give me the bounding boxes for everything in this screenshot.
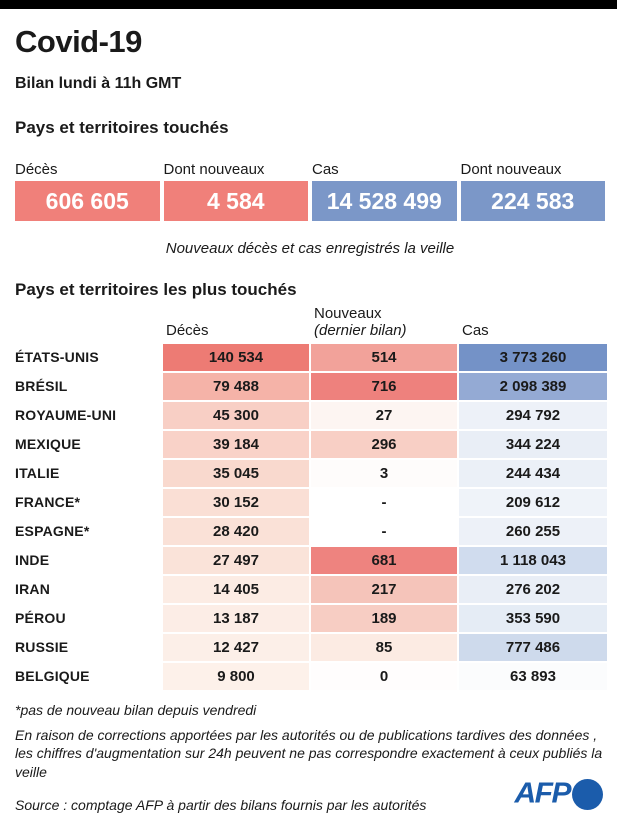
cell-cas: 209 612	[459, 488, 607, 516]
column-header-deces: Décès	[163, 305, 309, 342]
column-header-nouveaux: Nouveaux (dernier bilan)	[311, 305, 457, 342]
column-header-cas: Cas	[459, 305, 607, 342]
page-subtitle: Bilan lundi à 11h GMT	[15, 75, 182, 92]
cell-deces: 39 184	[163, 430, 309, 458]
cell-nouveaux: -	[311, 517, 457, 545]
stat-value-1: 4 584	[163, 181, 308, 221]
cell-cas: 260 255	[459, 517, 607, 545]
column-header-nouveaux-sublabel: (dernier bilan)	[314, 322, 407, 340]
country-label: BELGIQUE	[15, 668, 90, 684]
country-label: FRANCE*	[15, 494, 81, 510]
cell-cas: 276 202	[459, 575, 607, 603]
cell-nouveaux: 296	[311, 430, 457, 458]
cell-deces: 140 534	[163, 343, 309, 371]
cell-nouveaux: 681	[311, 546, 457, 574]
cell-cas: 1 118 043	[459, 546, 607, 574]
stat-value-0: 606 605	[15, 181, 160, 221]
cell-deces: 9 800	[163, 662, 309, 690]
cell-deces: 35 045	[163, 459, 309, 487]
column-header-nouveaux-label: Nouveaux	[314, 305, 382, 322]
cell-deces: 79 488	[163, 372, 309, 400]
stat-value-2: 14 528 499	[312, 181, 457, 221]
cell-cas: 353 590	[459, 604, 607, 632]
column-header-spacer	[15, 305, 161, 342]
stat-value-3: 224 583	[460, 181, 605, 221]
column-header-deces-label: Décès	[166, 322, 209, 340]
cell-cas: 63 893	[459, 662, 607, 690]
cell-cas: 777 486	[459, 633, 607, 661]
cell-nouveaux: 27	[311, 401, 457, 429]
page-title: Covid-19	[15, 24, 142, 59]
country-label: ESPAGNE*	[15, 523, 90, 539]
cell-deces: 12 427	[163, 633, 309, 661]
cell-deces: 13 187	[163, 604, 309, 632]
column-header-cas-label: Cas	[462, 322, 489, 340]
country-label: PÉROU	[15, 610, 66, 626]
cell-deces: 14 405	[163, 575, 309, 603]
source-row: Source : comptage AFP à partir des bilan…	[15, 778, 605, 814]
table-heading: Pays et territoires les plus touchés	[15, 280, 297, 299]
stat-label-1: Dont nouveaux	[163, 161, 265, 178]
top-bar	[0, 0, 617, 9]
afp-logo-circle-icon	[572, 778, 603, 810]
country-label: IRAN	[15, 581, 51, 597]
cell-nouveaux: 0	[311, 662, 457, 690]
country-label: ITALIE	[15, 465, 60, 481]
stat-label-2: Cas	[312, 161, 339, 178]
cell-cas: 294 792	[459, 401, 607, 429]
cell-cas: 344 224	[459, 430, 607, 458]
cell-deces: 28 420	[163, 517, 309, 545]
footnotes: *pas de nouveau bilan depuis vendredi En…	[15, 701, 605, 814]
stat-label-3: Dont nouveaux	[460, 161, 562, 178]
cell-deces: 27 497	[163, 546, 309, 574]
afp-logo-text: AFP	[514, 778, 572, 810]
stat-label-0: Décès	[15, 161, 58, 178]
country-label: INDE	[15, 552, 50, 568]
cell-cas: 2 098 389	[459, 372, 607, 400]
cell-deces: 45 300	[163, 401, 309, 429]
cell-cas: 3 773 260	[459, 343, 607, 371]
cell-nouveaux: 217	[311, 575, 457, 603]
cell-nouveaux: 189	[311, 604, 457, 632]
summary-note: Nouveaux décès et cas enregistrés la vei…	[165, 240, 455, 257]
country-label: MEXIQUE	[15, 436, 81, 452]
summary-heading: Pays et territoires touchés	[15, 118, 229, 137]
footnote-correction: En raison de corrections apportées par l…	[15, 726, 603, 780]
country-label: ROYAUME-UNI	[15, 407, 117, 423]
cell-cas: 244 434	[459, 459, 607, 487]
cell-deces: 30 152	[163, 488, 309, 516]
cell-nouveaux: -	[311, 488, 457, 516]
country-label: RUSSIE	[15, 639, 69, 655]
summary-stat-strip: Décès Dont nouveaux Cas Dont nouveaux 606 60…	[15, 161, 605, 221]
country-label: ÉTATS-UNIS	[15, 349, 99, 365]
cell-nouveaux: 716	[311, 372, 457, 400]
cell-nouveaux: 3	[311, 459, 457, 487]
source-text: Source : comptage AFP à partir des bilan…	[15, 796, 427, 813]
country-label: BRÉSIL	[15, 378, 68, 394]
afp-logo: AFP	[514, 774, 603, 814]
cell-nouveaux: 514	[311, 343, 457, 371]
country-table: Décès Nouveaux (dernier bilan) Cas ÉTATS…	[15, 305, 607, 690]
cell-nouveaux: 85	[311, 633, 457, 661]
footnote-asterisk: *pas de nouveau bilan depuis vendredi	[15, 701, 257, 718]
